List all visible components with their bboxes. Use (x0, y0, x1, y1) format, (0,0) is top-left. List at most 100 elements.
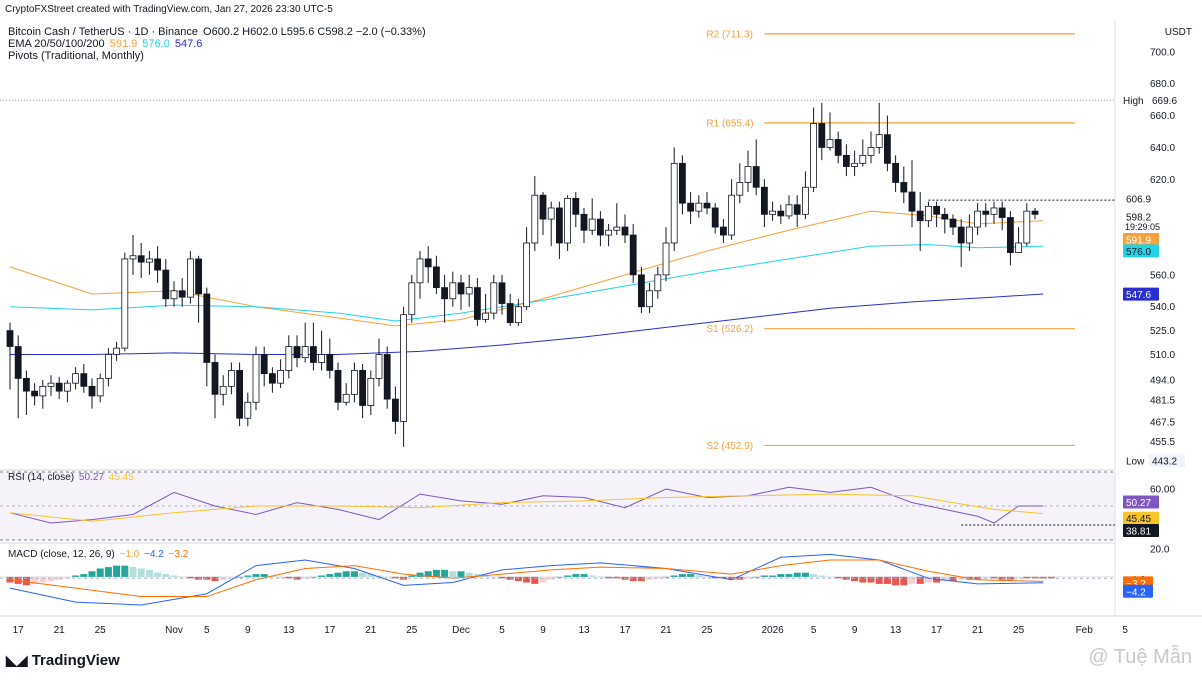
candle (793, 204, 801, 215)
time-tick-label: 17 (324, 625, 336, 636)
macd-histogram-bar (637, 576, 645, 582)
time-tick-label: 13 (578, 625, 590, 636)
candle (1007, 217, 1014, 253)
symbol-title[interactable]: Bitcoin Cash / TetherUS · 1D · Binance (8, 26, 198, 38)
macd-histogram-bar (834, 576, 842, 579)
time-tick-label: 2026 (761, 625, 784, 636)
candle (113, 347, 120, 355)
macd-histogram-bar (564, 575, 572, 577)
time-tick-label: 25 (406, 625, 418, 636)
candle (424, 258, 432, 268)
candle (564, 197, 571, 244)
candle (137, 255, 145, 263)
time-tick-label: 5 (811, 625, 817, 636)
macd-value: −4.2 (144, 549, 164, 560)
candle (367, 377, 375, 406)
macd-histogram-bar (580, 574, 588, 577)
rsi-low-tag: 38.81 (1126, 527, 1151, 538)
macd-histogram-bar (170, 575, 178, 577)
macd-histogram-bar (473, 574, 481, 577)
candle (96, 377, 104, 397)
ema50-tag-bg (1123, 244, 1159, 258)
macd-histogram-bar (531, 576, 539, 584)
candle (334, 370, 342, 403)
macd-histogram-bar (949, 576, 957, 582)
candle (966, 226, 973, 244)
rsi-tag: 50.27 (1126, 498, 1151, 509)
price-tick-label: 494.0 (1150, 375, 1175, 386)
macd-histogram-bar (547, 576, 555, 580)
candle (473, 287, 481, 320)
price-tick-label: 510.0 (1150, 350, 1175, 361)
candle (350, 370, 358, 395)
candle (744, 166, 752, 183)
candle (761, 186, 768, 215)
macd-tag: −4.2 (1126, 587, 1146, 598)
candle (523, 242, 530, 308)
macd-histogram-bar (244, 575, 252, 577)
candle (777, 210, 785, 217)
macd-title: MACD (close, 12, 26, 9) (8, 549, 115, 560)
candle (449, 282, 457, 300)
candle (1023, 210, 1031, 244)
macd-histogram-bar (867, 576, 875, 583)
candle (695, 202, 703, 212)
macd-line (9, 553, 1044, 606)
candle (14, 346, 22, 379)
candle (219, 385, 227, 395)
candle (129, 255, 137, 260)
macd-legend[interactable]: MACD (close, 12, 26, 9) −1.0 −4.2 −3.2 (8, 549, 190, 560)
time-tick-label: 17 (13, 625, 25, 636)
macd-histogram-bar (596, 576, 604, 578)
macd-histogram-bar (145, 569, 153, 577)
ema20-value: 591.9 (109, 38, 138, 50)
price-tick-label: 560.0 (1150, 270, 1175, 281)
candle (547, 207, 555, 220)
macd-histogram-bar (826, 576, 834, 578)
rsi-tick-label: 60.00 (1150, 485, 1175, 496)
candle (843, 154, 850, 167)
macd-histogram-bar (383, 576, 391, 578)
macd-histogram-bar (539, 576, 547, 583)
currency-label[interactable]: USDT (1164, 27, 1192, 38)
macd-histogram-bar (605, 576, 613, 579)
candle (638, 274, 645, 308)
candle (908, 191, 916, 212)
macd-histogram-bar (236, 576, 244, 578)
candle (39, 385, 47, 397)
macd-histogram-bar (695, 575, 703, 577)
rsi-ma-value: 45.45 (108, 472, 134, 483)
macd-histogram-bar (892, 576, 900, 586)
candle (309, 346, 317, 363)
ema-legend[interactable]: EMA 20/50/100/200 591.9 576.0 547.6 (8, 38, 204, 50)
price-tick-label: 467.5 (1150, 418, 1175, 429)
candle (572, 197, 580, 215)
candle (203, 293, 211, 363)
candle (670, 162, 678, 244)
candle (227, 370, 235, 387)
macd-histogram-bar (719, 576, 727, 579)
candle (925, 205, 932, 222)
macd-histogram-bar (326, 574, 334, 577)
rsi-legend[interactable]: RSI (14, close) 50.27 45.45 (8, 472, 136, 483)
pivots-legend[interactable]: Pivots (Traditional, Monthly) (8, 50, 144, 62)
rsi-ma-tag-bg (1123, 511, 1159, 525)
candle (900, 182, 908, 193)
macd-histogram-bar (744, 576, 752, 579)
tradingview-logo[interactable]: ◣◢ TradingView (6, 652, 120, 669)
time-tick-label: 17 (619, 625, 631, 636)
candle (252, 354, 260, 403)
candle (47, 382, 55, 387)
candle (933, 205, 940, 215)
macd-histogram-bar (72, 575, 80, 577)
candle (211, 362, 219, 395)
macd-histogram-bar (1023, 576, 1031, 579)
candle (72, 373, 79, 384)
macd-histogram-bar (818, 575, 826, 577)
candle (88, 385, 96, 397)
macd-histogram-bar (728, 576, 736, 580)
time-tick-label: 13 (283, 625, 295, 636)
candle (400, 314, 408, 422)
tradingview-logo-text: TradingView (31, 652, 120, 669)
macd-histogram-bar (277, 576, 285, 578)
